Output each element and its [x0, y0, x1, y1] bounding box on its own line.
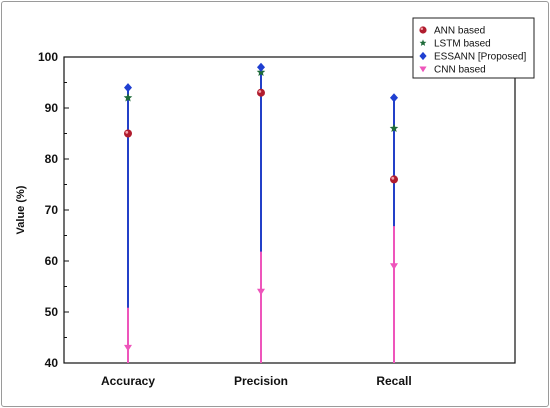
legend-marker-triangle-down: [419, 66, 427, 73]
legend-box: [412, 17, 535, 79]
circle-highlight: [258, 90, 262, 93]
range-lines: [127, 67, 395, 363]
data-point-diamond: [390, 93, 398, 103]
plot-area-border: [63, 56, 516, 364]
legend-label: ANN based: [434, 26, 485, 37]
data-point-triangle-down: [124, 344, 132, 352]
circle-highlight: [391, 176, 395, 180]
legend-marker-diamond: [419, 51, 427, 61]
data-markers: [123, 62, 399, 352]
y-tick-label: 80: [45, 152, 59, 166]
data-point-diamond: [257, 62, 265, 72]
y-tick-label: 40: [45, 356, 59, 370]
data-point-circle: [124, 129, 132, 138]
data-point-star: [256, 67, 266, 76]
legend-label: ESSANN [Proposed]: [434, 52, 526, 63]
y-axis-title: Value (%): [15, 185, 27, 234]
y-tick-label: 50: [45, 305, 59, 319]
y-tick-label: 70: [45, 203, 59, 217]
circle-marker: [419, 26, 427, 34]
circle-marker: [124, 129, 132, 138]
legend-marker-circle: [419, 26, 427, 34]
x-category-label: Accuracy: [101, 374, 155, 388]
data-point-circle: [390, 175, 398, 184]
y-tick-label: 90: [45, 101, 59, 115]
data-point-triangle-down: [257, 288, 265, 296]
x-category-label: Recall: [376, 374, 411, 388]
data-point-triangle-down: [390, 263, 398, 270]
data-point-star: [123, 93, 133, 102]
x-category-label: Precision: [234, 374, 288, 388]
y-tick-label: 60: [45, 254, 59, 268]
axes: 40 50 60 70 80 90 100 Accuracy Precision Recall: [38, 50, 516, 388]
circle-marker: [257, 88, 265, 97]
data-point-diamond: [124, 83, 132, 93]
legend-label: CNN based: [434, 65, 486, 76]
circle-highlight: [125, 130, 129, 134]
data-point-circle: [257, 88, 265, 97]
data-point-star: [389, 123, 399, 133]
legend-label: LSTM based: [434, 39, 491, 50]
circle-highlight: [420, 27, 424, 31]
legend-marker-star: [419, 39, 427, 46]
y-tick-label: 100: [38, 50, 58, 64]
legend: ANN based LSTM based ESSANN [Proposed] CNN …: [412, 17, 535, 79]
circle-marker: [390, 175, 398, 184]
